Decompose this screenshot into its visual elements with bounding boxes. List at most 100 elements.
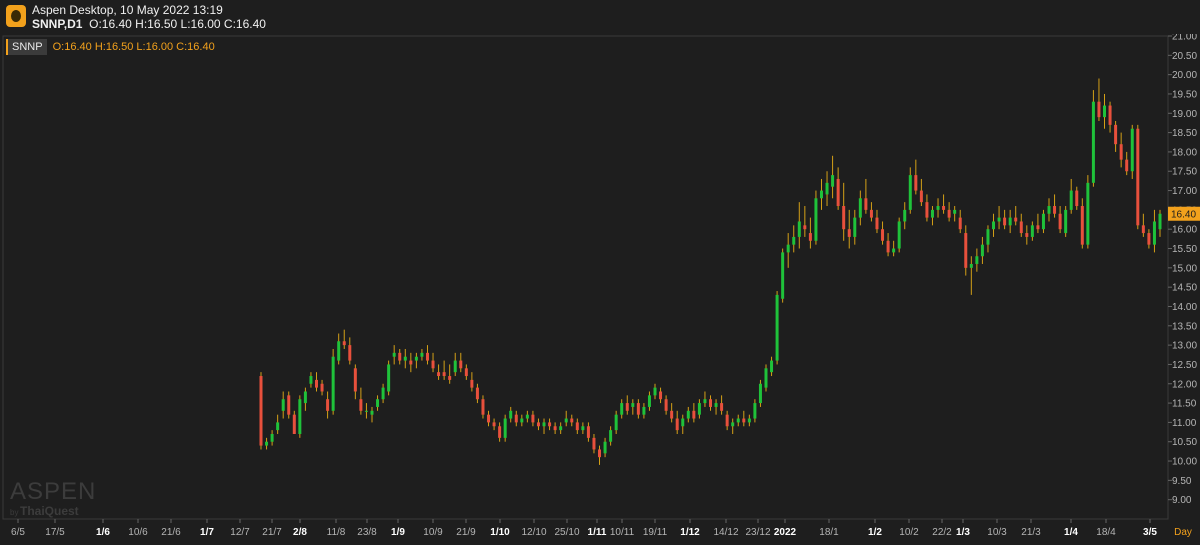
symbol-info: SNNP,D1 O:16.40 H:16.50 L:16.00 C:16.40 [32,17,266,31]
x-tick-label: 14/12 [713,527,738,538]
candle-body [470,379,474,388]
candle-body [309,376,313,384]
candle-body [514,414,518,423]
candle-body [670,410,674,419]
candle-body [314,379,318,388]
candle-body [725,414,729,427]
x-tick-label: 10/6 [128,527,148,538]
candle-body [1030,225,1034,237]
candle-body [1047,206,1051,214]
candle-body [503,418,507,438]
candle-body [1080,206,1084,245]
symbol-timeframe: SNNP,D1 [32,17,83,31]
candle-body [592,437,596,450]
x-tick-label: 10/2 [899,527,919,538]
y-tick-label: 10.00 [1172,457,1197,468]
candle-body [292,414,296,434]
candle-body [980,244,984,257]
x-tick-label: 11/8 [327,527,346,538]
candle-body [1014,217,1018,222]
x-tick-label: 18/1 [819,527,839,538]
candle-body [797,221,801,237]
watermark-brand: ASPEN [10,478,96,505]
candle-body [1119,144,1123,160]
candle-body [869,209,873,218]
candle-body [697,403,701,415]
candle-body [448,376,452,380]
candle-body [1041,213,1045,230]
candle-body [1125,159,1129,172]
candle-body [831,175,835,187]
candle-body [1064,209,1068,234]
x-tick-label: 22/2 [932,527,952,538]
y-tick-label: 14.00 [1172,302,1197,313]
x-tick-label: 10/3 [987,527,1007,538]
candle-body [1058,213,1062,230]
candle-body [353,368,357,392]
candle-body [453,360,457,373]
candle-body [808,233,812,241]
candle-body [825,182,829,195]
candle-body [853,217,857,237]
candle-body [792,236,796,245]
candle-body [609,430,613,442]
candle-body [864,198,868,210]
legend-symbol[interactable]: SNNP [6,39,47,55]
candle-body [720,403,724,411]
candle-body [265,441,269,446]
candle-body [542,422,546,427]
candle-body [1141,225,1145,234]
candle-body [1003,217,1007,226]
candle-body [586,426,590,438]
candle-body [1075,190,1079,207]
candle-body [475,387,479,400]
candle-body [775,294,779,361]
candle-body [620,403,624,415]
period-label: Day [1174,527,1192,538]
candle-body [320,383,324,392]
candle-body [1152,221,1156,245]
candle-body [681,418,685,427]
candle-body [437,372,441,377]
candle-body [736,418,740,423]
y-tick-label: 10.50 [1172,437,1197,448]
candle-body [531,414,535,423]
x-tick-label: 1/11 [588,527,607,538]
candle-body [525,414,529,419]
candlestick-chart[interactable]: 21.00 20.50 20.00 19.50 19.00 18.50 18.00 17.50… [0,32,1200,540]
candle-body [270,433,274,442]
candle-body [387,364,391,392]
candle-body [559,426,563,431]
title-bar: Aspen Desktop, 10 May 2022 13:19 SNNP,D1… [0,0,1200,34]
y-tick-label: 18.50 [1172,128,1197,139]
candle-body [414,356,418,361]
x-tick-label: 3/5 [1143,527,1157,538]
y-tick-label: 13.50 [1172,321,1197,332]
candle-body [847,229,851,237]
candle-body [925,202,929,218]
candle-body [636,403,640,415]
candle-body [1086,182,1090,245]
candle-body [536,422,540,427]
candle-body [370,410,374,415]
y-tick-label: 12.00 [1172,379,1197,390]
candle-body [936,206,940,210]
candle-body [692,410,696,419]
candle-body [836,178,840,207]
x-tick-label: 10/9 [423,527,443,538]
candle-body [631,403,635,407]
x-tick-label: 21/3 [1021,527,1041,538]
candle-body [875,217,879,230]
candle-body [659,391,663,400]
candle-body [398,352,402,361]
candle-body [625,403,629,411]
candle-body [858,198,862,218]
y-tick-label: 13.00 [1172,341,1197,352]
candle-body [581,426,585,431]
y-tick-label: 21.00 [1172,34,1197,43]
chart-area[interactable]: 21.00 20.50 20.00 19.50 19.00 18.50 18.00 17.50… [0,32,1200,540]
candle-body [997,217,1001,222]
candle-body [942,206,946,210]
legend-ohlc: O:16.40 H:16.50 L:16.00 C:16.40 [52,41,215,53]
y-tick-label: 11.50 [1172,399,1197,410]
